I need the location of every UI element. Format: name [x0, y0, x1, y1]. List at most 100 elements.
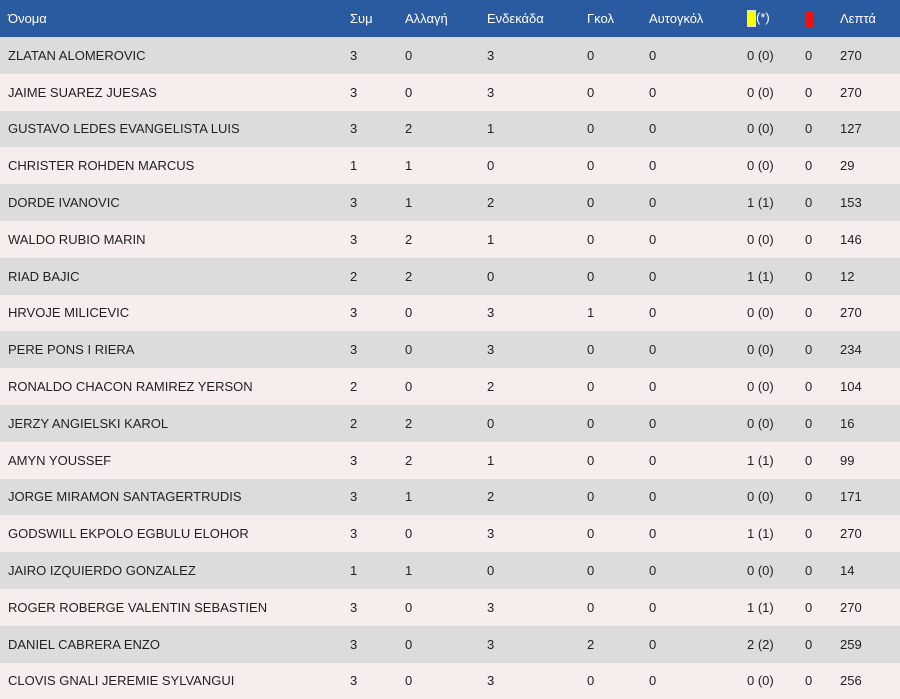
cell-goals: 2	[587, 636, 595, 652]
cell-player-name[interactable]: GODSWILL EKPOLO EGBULU ELOHOR	[8, 526, 249, 542]
cell-yellow-cards: 1 (1)	[747, 526, 774, 542]
cell-substitutions: 2	[405, 121, 413, 137]
cell-yellow-cards: 0 (0)	[747, 158, 774, 174]
cell-red-cards: 0	[805, 195, 813, 211]
cell-appearances: 1	[350, 158, 358, 174]
cell-own-goals: 0	[649, 84, 657, 100]
table-row[interactable]: CLOVIS GNALI JEREMIE SYLVANGUI 3 0 3 0 0 0 (0)…	[0, 662, 900, 699]
cell-player-name[interactable]: RIAD BAJIC	[8, 268, 80, 284]
yellow-card-icon	[747, 10, 756, 28]
cell-player-name[interactable]: JORGE MIRAMON SANTAGERTRUDIS	[8, 489, 242, 505]
cell-goals: 1	[587, 305, 595, 321]
table-row[interactable]: HRVOJE MILICEVIC 3 0 3 1 0 0 (0) 0 270	[0, 294, 900, 332]
cell-player-name[interactable]: HRVOJE MILICEVIC	[8, 305, 130, 321]
cell-goals: 0	[587, 452, 595, 468]
header-minutes[interactable]: Λεπτά	[840, 11, 876, 26]
cell-yellow-cards: 0 (0)	[747, 305, 774, 321]
cell-appearances: 2	[350, 415, 358, 431]
header-red-cards[interactable]	[805, 0, 840, 37]
cell-red-cards: 0	[805, 673, 813, 689]
cell-minutes: 270	[840, 47, 862, 63]
cell-goals: 0	[587, 379, 595, 395]
cell-yellow-cards: 1 (1)	[747, 452, 774, 468]
table-row[interactable]: RONALDO CHACON RAMIREZ YERSON 2 0 2 0 0 0 (0) 0…	[0, 368, 900, 405]
table-row[interactable]: AMYN YOUSSEF 3 2 1 0 0 1 (1) 0 99	[0, 441, 900, 479]
cell-red-cards: 0	[805, 415, 813, 431]
cell-player-name[interactable]: CLOVIS GNALI JEREMIE SYLVANGUI	[8, 673, 235, 689]
cell-own-goals: 0	[649, 379, 657, 395]
cell-appearances: 3	[350, 231, 358, 247]
cell-appearances: 2	[350, 268, 358, 284]
header-goals[interactable]: Γκολ	[587, 11, 614, 26]
cell-appearances: 3	[350, 526, 358, 542]
cell-minutes: 171	[840, 489, 862, 505]
header-starts[interactable]: Ενδεκάδα	[487, 11, 544, 26]
cell-player-name[interactable]: JERZY ANGIELSKI KAROL	[8, 415, 169, 431]
table-row[interactable]: JERZY ANGIELSKI KAROL 2 2 0 0 0 0 (0) 0 16	[0, 404, 900, 442]
cell-appearances: 3	[350, 121, 358, 137]
cell-starts: 3	[487, 673, 495, 689]
cell-player-name[interactable]: CHRISTER ROHDEN MARCUS	[8, 158, 195, 174]
cell-own-goals: 0	[649, 195, 657, 211]
cell-starts: 2	[487, 379, 495, 395]
cell-goals: 0	[587, 526, 595, 542]
cell-substitutions: 2	[405, 415, 413, 431]
cell-player-name[interactable]: DORDE IVANOVIC	[8, 195, 120, 211]
cell-minutes: 99	[840, 452, 855, 468]
cell-own-goals: 0	[649, 158, 657, 174]
cell-player-name[interactable]: AMYN YOUSSEF	[8, 452, 112, 468]
cell-minutes: 104	[840, 379, 862, 395]
cell-goals: 0	[587, 415, 595, 431]
cell-substitutions: 0	[405, 84, 413, 100]
cell-own-goals: 0	[649, 305, 657, 321]
cell-own-goals: 0	[649, 489, 657, 505]
cell-player-name[interactable]: JAIRO IZQUIERDO GONZALEZ	[8, 563, 196, 579]
cell-own-goals: 0	[649, 231, 657, 247]
table-row[interactable]: DORDE IVANOVIC 3 1 2 0 0 1 (1) 0 153	[0, 184, 900, 221]
table-row[interactable]: ROGER ROBERGE VALENTIN SEBASTIEN 3 0 3 0 0 1 (…	[0, 588, 900, 626]
cell-own-goals: 0	[649, 599, 657, 615]
cell-minutes: 146	[840, 231, 862, 247]
cell-yellow-cards: 0 (0)	[747, 673, 774, 689]
table-row[interactable]: JAIME SUAREZ JUESAS 3 0 3 0 0 0 (0) 0 270	[0, 73, 900, 111]
table-row[interactable]: RIAD BAJIC 2 2 0 0 0 1 (1) 0 12	[0, 257, 900, 295]
header-yellow-cards[interactable]: (*)	[747, 0, 805, 37]
header-apps[interactable]: Συμ	[350, 11, 373, 26]
cell-substitutions: 1	[405, 195, 413, 211]
table-header-row: Όνομα Συμ Αλλαγή Ενδεκάδα Γκολ Αυτογκόλ …	[0, 0, 900, 37]
table-row[interactable]: ZLATAN ALOMEROVIC 3 0 3 0 0 0 (0) 0 270	[0, 37, 900, 74]
cell-goals: 0	[587, 121, 595, 137]
cell-substitutions: 0	[405, 342, 413, 358]
cell-red-cards: 0	[805, 489, 813, 505]
cell-own-goals: 0	[649, 121, 657, 137]
cell-yellow-cards: 0 (0)	[747, 84, 774, 100]
cell-red-cards: 0	[805, 526, 813, 542]
cell-substitutions: 2	[405, 268, 413, 284]
table-row[interactable]: PERE PONS I RIERA 3 0 3 0 0 0 (0) 0 234	[0, 331, 900, 369]
table-row[interactable]: DANIEL CABRERA ENZO 3 0 3 2 0 2 (2) 0 259	[0, 625, 900, 663]
cell-starts: 0	[487, 563, 495, 579]
cell-yellow-cards: 1 (1)	[747, 195, 774, 211]
cell-player-name[interactable]: JAIME SUAREZ JUESAS	[8, 84, 157, 100]
cell-appearances: 3	[350, 305, 358, 321]
cell-player-name[interactable]: WALDO RUBIO MARIN	[8, 231, 146, 247]
header-subs[interactable]: Αλλαγή	[405, 11, 448, 26]
table-row[interactable]: JAIRO IZQUIERDO GONZALEZ 1 1 0 0 0 0 (0) 0 14	[0, 552, 900, 589]
cell-player-name[interactable]: GUSTAVO LEDES EVANGELISTA LUIS	[8, 121, 240, 137]
cell-starts: 3	[487, 636, 495, 652]
header-own-goals[interactable]: Αυτογκόλ	[649, 11, 704, 26]
table-row[interactable]: CHRISTER ROHDEN MARCUS 1 1 0 0 0 0 (0) 0 29	[0, 147, 900, 185]
table-row[interactable]: JORGE MIRAMON SANTAGERTRUDIS 3 1 2 0 0 0 (0) 0 1…	[0, 478, 900, 516]
table-row[interactable]: GODSWILL EKPOLO EGBULU ELOHOR 3 0 3 0 0 1 (1) 0…	[0, 515, 900, 553]
table-row[interactable]: WALDO RUBIO MARIN 3 2 1 0 0 0 (0) 0 146	[0, 220, 900, 258]
cell-player-name[interactable]: ROGER ROBERGE VALENTIN SEBASTIEN	[8, 599, 268, 615]
cell-player-name[interactable]: DANIEL CABRERA ENZO	[8, 636, 160, 652]
cell-substitutions: 1	[405, 158, 413, 174]
cell-player-name[interactable]: ZLATAN ALOMEROVIC	[8, 47, 146, 63]
table-row[interactable]: GUSTAVO LEDES EVANGELISTA LUIS 3 2 1 0 0 0 (0)…	[0, 110, 900, 148]
cell-goals: 0	[587, 84, 595, 100]
cell-own-goals: 0	[649, 415, 657, 431]
cell-player-name[interactable]: RONALDO CHACON RAMIREZ YERSON	[8, 379, 253, 395]
cell-player-name[interactable]: PERE PONS I RIERA	[8, 342, 135, 358]
header-name[interactable]: Όνομα	[8, 11, 47, 26]
